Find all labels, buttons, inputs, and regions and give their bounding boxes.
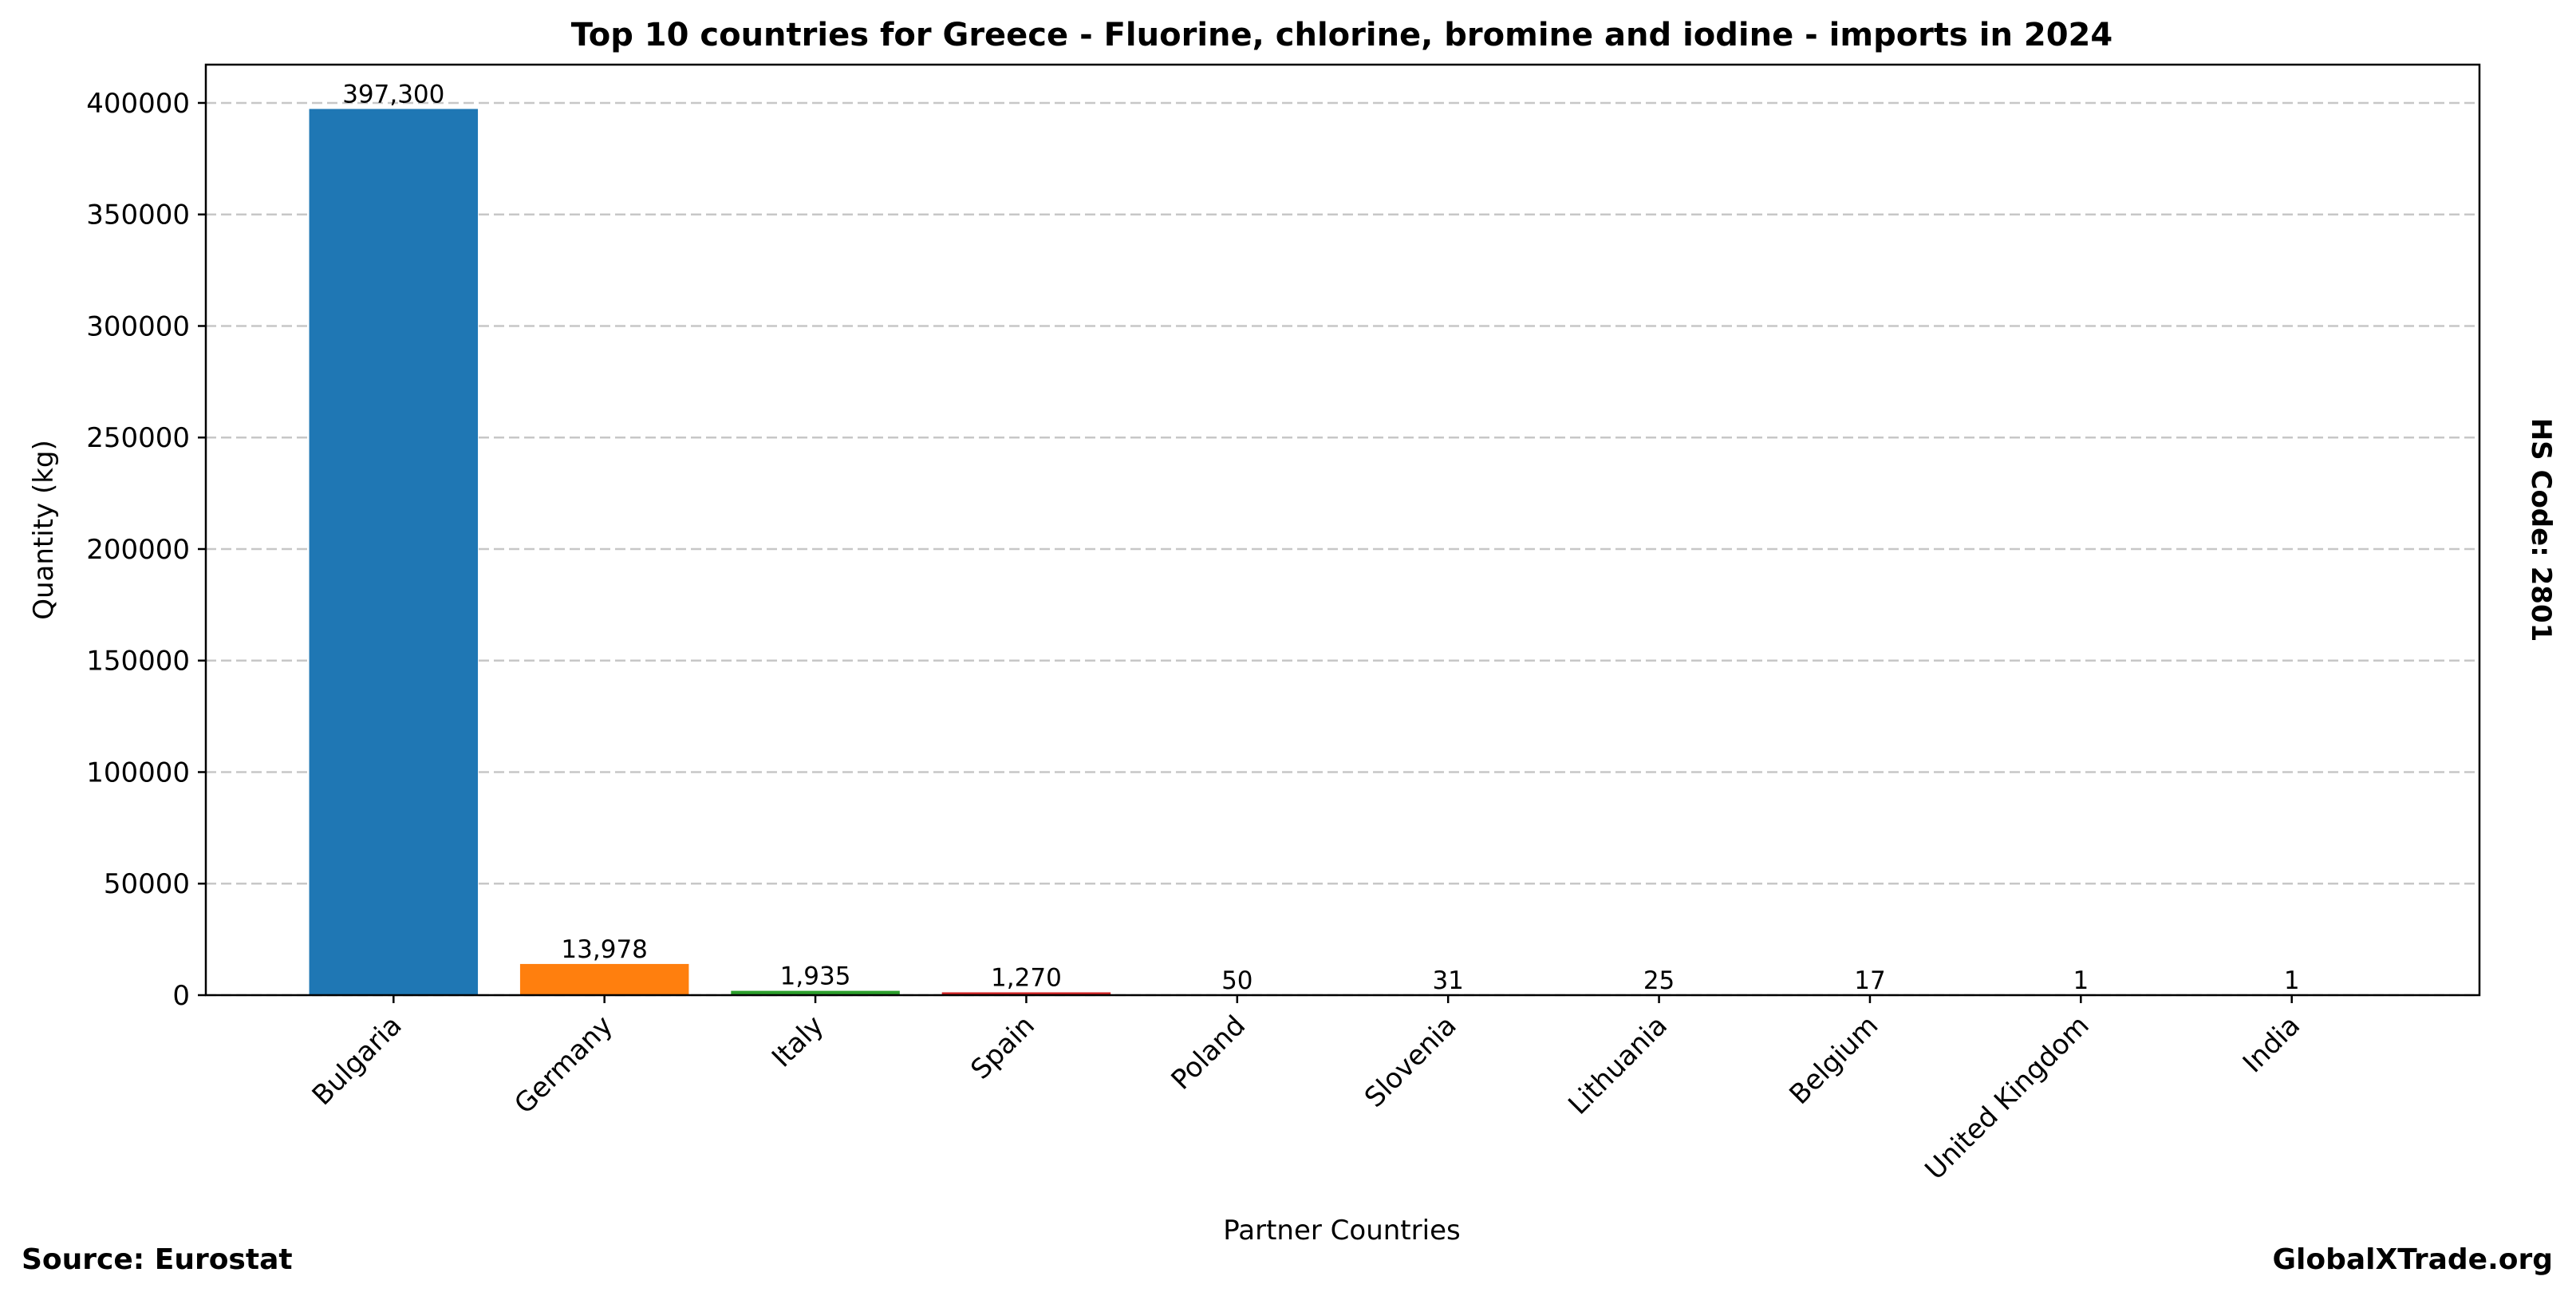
x-tick-label: Belgium	[1783, 1010, 1884, 1111]
y-tick-label: 350000	[86, 200, 190, 231]
y-tick-label: 250000	[86, 422, 190, 454]
brand-label: GlobalXTrade.org	[2272, 1243, 2553, 1276]
y-tick-label: 150000	[86, 646, 190, 678]
data-label: 17	[1854, 966, 1885, 995]
x-tick-label: Italy	[766, 1010, 830, 1073]
bar-bulgaria	[310, 109, 479, 995]
x-tick-label: United Kingdom	[1919, 1010, 2095, 1186]
y-tick-label: 50000	[104, 868, 190, 900]
data-label: 50	[1221, 966, 1252, 995]
source-label: Source: Eurostat	[22, 1243, 293, 1276]
data-label: 1	[2073, 966, 2089, 995]
data-label: 31	[1432, 966, 1463, 995]
y-axis-label: Quantity (kg)	[28, 440, 60, 620]
y-tick-label: 0	[172, 980, 190, 1012]
x-axis-ticks: Bulgaria Germany Italy Spain Poland Slovenia L…	[306, 995, 2306, 1186]
x-tick-label: Lithuania	[1562, 1010, 1674, 1121]
x-tick-label: Slovenia	[1359, 1010, 1463, 1114]
x-tick-label: Germany	[508, 1010, 619, 1120]
grid-lines	[206, 103, 2479, 995]
data-label: 25	[1643, 966, 1675, 995]
hs-code-label: HS Code: 2801	[2525, 418, 2557, 642]
bars	[310, 109, 2377, 995]
y-tick-label: 100000	[86, 757, 190, 788]
y-tick-label: 400000	[86, 88, 190, 120]
y-tick-label: 300000	[86, 310, 190, 342]
x-tick-label: Bulgaria	[306, 1010, 408, 1112]
data-label: 1	[2284, 966, 2300, 995]
bar-germany	[520, 964, 689, 995]
x-tick-label: India	[2237, 1010, 2306, 1079]
data-labels: 397,300 13,978 1,935 1,270 50 31 25 17 1 1	[342, 81, 2299, 995]
data-label: 13,978	[561, 935, 647, 964]
x-tick-label: Spain	[965, 1010, 1040, 1085]
chart-title: Top 10 countries for Greece - Fluorine, …	[571, 17, 2112, 53]
x-tick-label: Poland	[1166, 1010, 1252, 1097]
data-label: 397,300	[342, 81, 444, 109]
plot-frame	[206, 65, 2479, 995]
y-axis-ticks: 0 50000 100000 150000 200000 250000 300000 3500…	[86, 88, 206, 1012]
data-label: 1,935	[780, 962, 851, 991]
y-tick-label: 200000	[86, 534, 190, 566]
data-label: 1,270	[991, 963, 1062, 992]
x-axis-label: Partner Countries	[1223, 1215, 1460, 1247]
